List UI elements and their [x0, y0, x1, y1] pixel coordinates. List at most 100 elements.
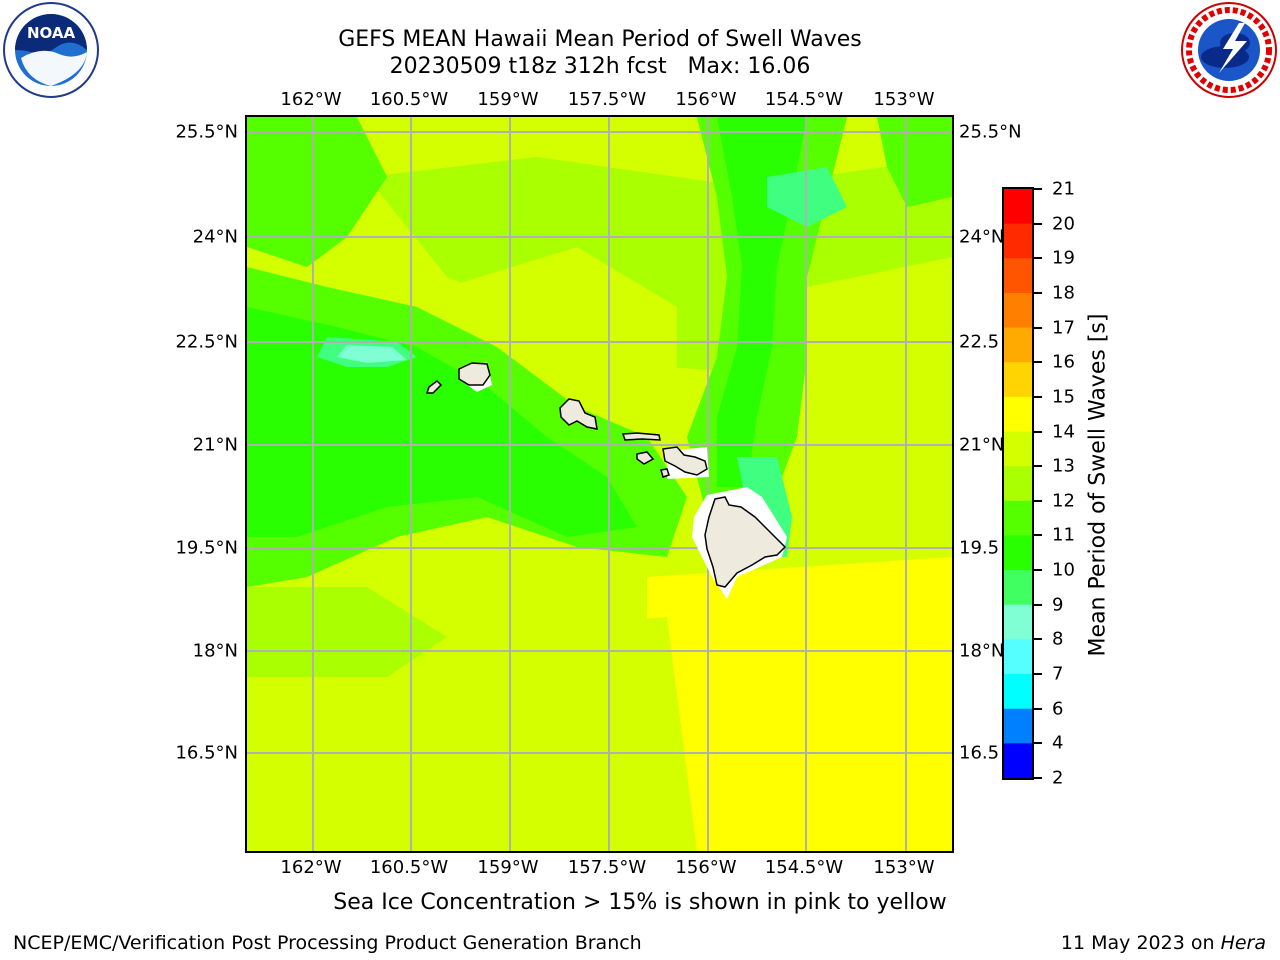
colorbar-band	[1004, 258, 1032, 294]
island-oahu	[559, 398, 598, 430]
island-kahoolawe	[660, 468, 670, 478]
chart-title: GEFS MEAN Hawaii Mean Period of Swell Wa…	[338, 27, 862, 52]
colorbar-band	[1004, 639, 1032, 675]
lon-label-bottom: 154.5°W	[764, 857, 844, 878]
colorbar-tick-mark	[1034, 222, 1042, 225]
colorbar-tick-label: 20	[1052, 213, 1075, 235]
colorbar-tick-mark	[1034, 361, 1042, 364]
colorbar-band	[1004, 223, 1032, 259]
svg-text:NOAA: NOAA	[27, 24, 76, 42]
colorbar-tick-label: 6	[1052, 698, 1064, 720]
colorbar-label: Mean Period of Swell Waves [s]	[1085, 313, 1111, 657]
lon-label-bottom: 159°W	[477, 857, 539, 878]
colorbar-band	[1004, 674, 1032, 710]
lat-label-left: 24°N	[192, 226, 238, 248]
colorbar-tick-mark	[1034, 638, 1042, 641]
period-contour-14	[787, 257, 952, 497]
colorbar-tick-mark	[1034, 465, 1042, 468]
colorbar-tick-label: 17	[1052, 317, 1075, 339]
colorbar-tick-label: 9	[1052, 594, 1064, 616]
lat-label-left: 16.5°N	[175, 742, 238, 764]
period-contour-12	[877, 117, 952, 207]
lon-label-bottom: 153°W	[873, 857, 935, 878]
colorbar-band	[1004, 362, 1032, 398]
island-lanai	[636, 451, 655, 465]
lat-label-right: 18°N	[959, 640, 1005, 662]
island-molokai	[621, 432, 661, 441]
colorbar-tick-label: 15	[1052, 386, 1075, 408]
lon-label-bottom: 160.5°W	[369, 857, 449, 878]
colorbar-band	[1004, 189, 1032, 225]
period-contour-14	[367, 617, 697, 851]
colorbar-tick-label: 14	[1052, 421, 1075, 443]
colorbar-tick-mark	[1034, 777, 1042, 779]
nws-logo	[1181, 2, 1277, 98]
colorbar-band	[1004, 292, 1032, 329]
colorbar-tick-label: 7	[1052, 663, 1064, 685]
period-contour-15	[647, 557, 952, 851]
colorbar-band	[1004, 708, 1032, 744]
lat-label-left: 18°N	[192, 640, 238, 662]
lat-label-right: 25.5°N	[959, 121, 1022, 143]
colorbar-tick-mark	[1034, 291, 1042, 294]
lon-label-top: 159°W	[477, 89, 539, 110]
footer-date-text: 11 May 2023 on	[1060, 932, 1221, 954]
colorbar-tick-mark	[1034, 430, 1042, 433]
chart-subtitle: 20230509 t18z 312h fcst Max: 16.06	[389, 54, 811, 79]
lat-label-left: 22.5°N	[175, 331, 238, 353]
island-maui	[662, 446, 708, 476]
colorbar-tick-label: 19	[1052, 247, 1075, 269]
period-contour-12	[247, 117, 387, 267]
colorbar-tick-label: 12	[1052, 490, 1075, 512]
footer-machine: Hera	[1220, 932, 1266, 954]
lat-label-left: 21°N	[192, 434, 238, 456]
swell-period-map[interactable]	[245, 115, 954, 853]
colorbar-band	[1004, 535, 1032, 571]
colorbar-band	[1004, 500, 1032, 537]
footer-branch: NCEP/EMC/Verification Post Processing Pr…	[13, 932, 642, 954]
lon-label-bottom: 162°W	[280, 857, 342, 878]
colorbar-tick-mark	[1034, 499, 1042, 502]
colorbar-scale	[1004, 189, 1032, 779]
lat-label-right: 19.5	[959, 537, 1000, 559]
colorbar	[1002, 187, 1034, 780]
colorbar-tick-mark	[1034, 707, 1042, 710]
colorbar-tick-mark	[1034, 569, 1042, 572]
noaa-logo: NOAA	[3, 2, 99, 98]
lat-label-right: 16.5	[959, 742, 1000, 764]
lon-label-top: 154.5°W	[764, 89, 844, 110]
colorbar-tick-label: 21	[1052, 178, 1075, 200]
colorbar-tick-mark	[1034, 603, 1042, 606]
colorbar-band	[1004, 396, 1032, 433]
lat-label-left: 19.5°N	[175, 537, 238, 559]
period-contour-13	[247, 587, 447, 677]
lat-label-right: 22.5	[959, 331, 1000, 353]
colorbar-tick-label: 16	[1052, 351, 1075, 373]
lat-label-left: 25.5°N	[175, 121, 238, 143]
lon-label-top: 162°W	[280, 89, 342, 110]
colorbar-tick-label: 11	[1052, 524, 1075, 546]
lon-label-bottom: 156°W	[675, 857, 737, 878]
graticule	[247, 117, 952, 851]
lon-label-top: 160.5°W	[369, 89, 449, 110]
lon-label-top: 156°W	[675, 89, 737, 110]
colorbar-tick-label: 4	[1052, 732, 1064, 754]
colorbar-tick-mark	[1034, 326, 1042, 329]
colorbar-tick-mark	[1034, 673, 1042, 676]
colorbar-tick-label: 18	[1052, 282, 1075, 304]
lon-label-top: 157.5°W	[567, 89, 647, 110]
colorbar-band	[1004, 431, 1032, 467]
island-kauai	[458, 362, 491, 386]
colorbar-tick-mark	[1034, 395, 1042, 398]
lon-label-top: 153°W	[873, 89, 935, 110]
island-niihau	[425, 380, 443, 394]
colorbar-band	[1004, 327, 1032, 363]
colorbar-band	[1004, 604, 1032, 641]
colorbar-tick-mark	[1034, 742, 1042, 745]
colorbar-tick-label: 2	[1052, 767, 1064, 789]
footer-date: 11 May 2023 on Hera	[1061, 932, 1266, 954]
island-hawaii	[704, 496, 787, 588]
colorbar-tick-mark	[1034, 534, 1042, 537]
colorbar-tick-mark	[1034, 257, 1042, 260]
colorbar-tick-mark	[1034, 188, 1042, 190]
